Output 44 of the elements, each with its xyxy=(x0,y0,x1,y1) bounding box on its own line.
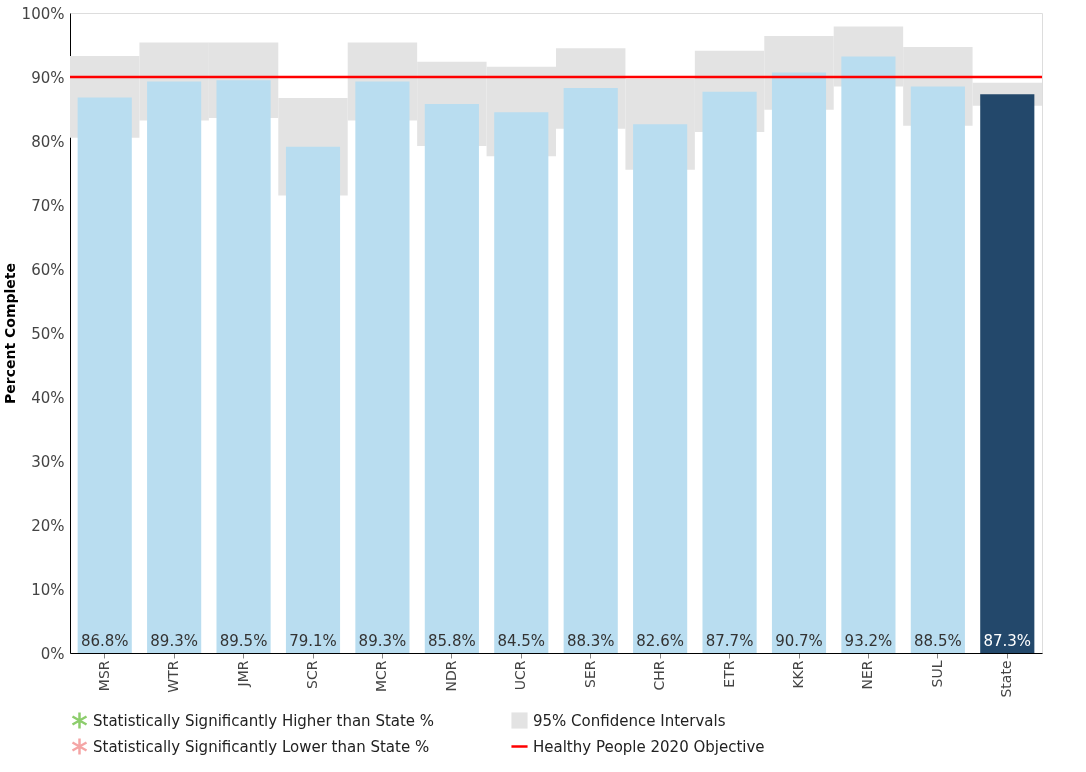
x-tick-label: JMR xyxy=(234,660,251,688)
legend-label: Statistically Significantly Higher than State % xyxy=(93,711,435,730)
x-tick-label: CHR xyxy=(651,660,668,691)
data-label: 88.3% xyxy=(566,632,615,650)
data-label: 85.8% xyxy=(428,632,476,650)
y-axis-title: Percent Complete xyxy=(1,263,18,404)
y-tick-label: 100% xyxy=(21,4,65,23)
x-tick-label: NDR xyxy=(442,660,459,692)
y-tick-label: 90% xyxy=(31,68,65,87)
y-tick-label: 70% xyxy=(31,196,65,215)
y-tick-label: 60% xyxy=(31,260,65,279)
x-tick-label: KKR xyxy=(790,660,806,689)
data-label: 84.5% xyxy=(497,632,546,650)
legend-label: 95% Confidence Intervals xyxy=(533,711,726,730)
x-tick-label: State xyxy=(998,660,1015,698)
data-label: 82.6% xyxy=(636,632,684,650)
data-label: 89.3% xyxy=(358,632,407,650)
x-tick-label: MSR xyxy=(95,660,112,692)
x-tick-label: ETR xyxy=(720,660,737,688)
x-tick-label: MCR xyxy=(373,660,390,693)
data-label: 87.7% xyxy=(705,632,754,650)
x-tick-label: SCR xyxy=(304,660,320,689)
y-tick-label: 30% xyxy=(31,452,65,471)
data-label: 87.3% xyxy=(983,632,1032,650)
y-tick-label: 80% xyxy=(31,132,65,151)
y-tick-label: 40% xyxy=(31,388,65,407)
y-tick-label: 10% xyxy=(31,580,65,599)
x-tick-label: SUL xyxy=(928,660,945,688)
x-tick-label: SER xyxy=(581,660,598,688)
x-tick-label: NER xyxy=(859,660,876,690)
data-label: 90.7% xyxy=(775,632,823,650)
y-tick-label: 0% xyxy=(40,644,65,663)
data-label: 86.8% xyxy=(80,632,129,650)
data-label: 89.3% xyxy=(150,632,198,650)
y-tick-label: 20% xyxy=(31,516,65,535)
data-label: 79.1% xyxy=(289,632,337,650)
legend-label: Healthy People 2020 Objective xyxy=(533,737,765,756)
data-label: 88.5% xyxy=(914,632,962,650)
data-label: 89.5% xyxy=(219,632,268,650)
x-tick-label: WTR xyxy=(165,660,182,693)
y-tick-label: 50% xyxy=(31,324,65,343)
legend-label: Statistically Significantly Lower than State % xyxy=(93,737,430,756)
data-label: 93.2% xyxy=(844,632,893,650)
x-tick-label: UCR xyxy=(512,660,529,691)
